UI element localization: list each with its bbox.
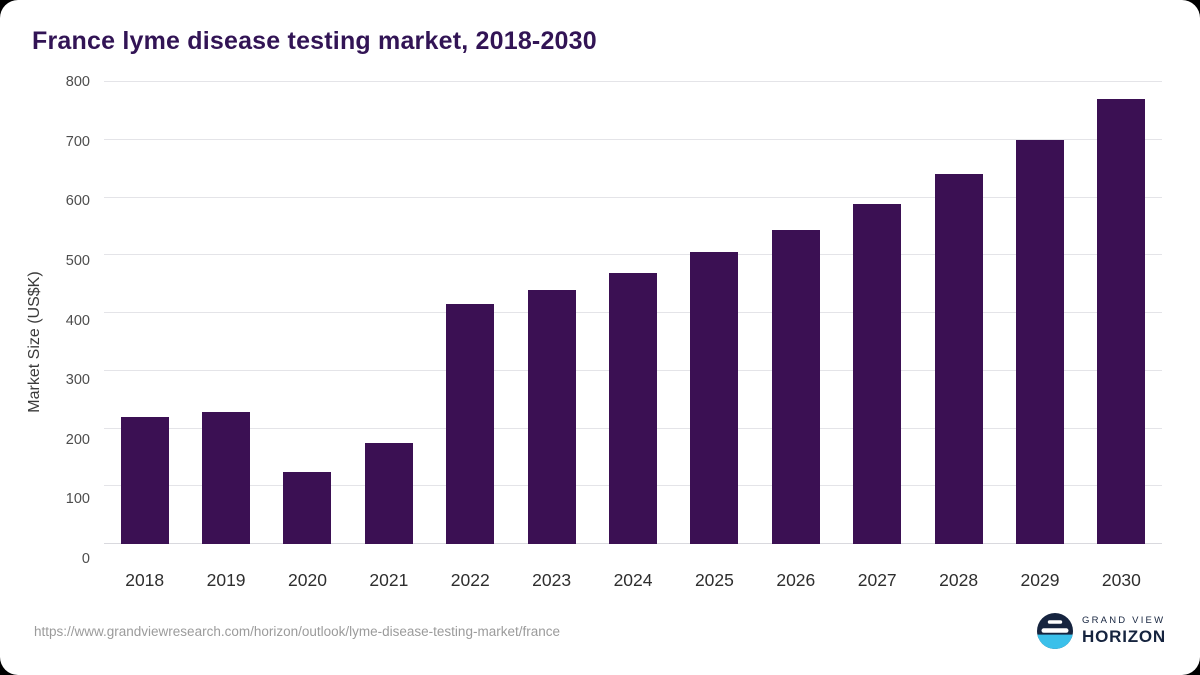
x-tick-label: 2030 bbox=[1101, 569, 1141, 590]
y-tick-label: 700 bbox=[65, 133, 90, 150]
bar-2029 bbox=[1015, 139, 1064, 544]
brand-logo: GRAND VIEW HORIZON bbox=[1037, 613, 1166, 649]
y-tick-label: 0 bbox=[81, 551, 90, 567]
horizon-logo-icon bbox=[1037, 613, 1074, 649]
bar-column bbox=[267, 82, 348, 544]
bar-2021 bbox=[364, 442, 413, 544]
bar-column bbox=[918, 82, 999, 544]
bar-2023 bbox=[527, 289, 576, 544]
bar-column bbox=[674, 82, 755, 544]
bar-2030 bbox=[1097, 99, 1146, 544]
bar-2024 bbox=[609, 272, 658, 544]
y-tick-label: 400 bbox=[65, 312, 90, 329]
brand-name-bottom: HORIZON bbox=[1082, 626, 1166, 646]
bar-2018 bbox=[120, 416, 169, 544]
y-axis-ticks: 0 100 200 300 400 500 600 700 800 bbox=[52, 74, 104, 567]
gridline bbox=[104, 254, 1162, 256]
brand-name-top: GRAND VIEW bbox=[1082, 614, 1166, 626]
bar-2022 bbox=[446, 304, 495, 544]
y-axis-label: Market Size (US$K) bbox=[26, 270, 43, 413]
footer: https://www.grandviewresearch.com/horizo… bbox=[0, 601, 1200, 675]
bar-chart: Market Size (US$K) 0 100 200 300 400 500 600 70… bbox=[18, 74, 1162, 601]
y-tick-label: 300 bbox=[65, 372, 90, 389]
plot-area bbox=[104, 81, 1162, 544]
bar-column bbox=[511, 82, 592, 544]
x-tick-label: 2019 bbox=[206, 569, 246, 590]
bar-column bbox=[999, 82, 1080, 544]
x-tick-label: 2027 bbox=[857, 569, 897, 590]
x-tick-label: 2029 bbox=[1020, 569, 1060, 590]
bar-2028 bbox=[934, 174, 983, 544]
x-tick-label: 2024 bbox=[613, 569, 653, 590]
gridline bbox=[104, 81, 1162, 82]
bar-column bbox=[592, 82, 673, 544]
bar-column bbox=[430, 82, 511, 544]
y-tick-label: 600 bbox=[65, 193, 90, 210]
bar-2026 bbox=[771, 230, 820, 544]
x-tick-label: 2028 bbox=[939, 569, 979, 590]
bar-2019 bbox=[202, 412, 251, 544]
bar-column bbox=[348, 82, 429, 544]
y-tick-label: 100 bbox=[65, 491, 90, 508]
bar-2020 bbox=[283, 471, 332, 544]
y-tick-label: 500 bbox=[65, 252, 90, 269]
bar-column bbox=[837, 82, 918, 544]
y-tick-label: 200 bbox=[65, 431, 90, 448]
bar-column bbox=[755, 82, 836, 544]
bars-container bbox=[104, 82, 1162, 544]
brand-text: GRAND VIEW HORIZON bbox=[1082, 614, 1166, 646]
gridline bbox=[104, 196, 1162, 198]
chart-title: France lyme disease testing market, 2018… bbox=[32, 27, 597, 55]
x-tick-label: 2025 bbox=[694, 569, 734, 590]
bar-column bbox=[1081, 82, 1162, 544]
x-tick-label: 2018 bbox=[125, 569, 165, 590]
x-tick-label: 2022 bbox=[450, 569, 490, 590]
x-tick-label: 2020 bbox=[288, 569, 327, 590]
source-url: https://www.grandviewresearch.com/horizo… bbox=[34, 623, 560, 639]
y-tick-label: 800 bbox=[65, 74, 90, 90]
bar-column bbox=[104, 82, 185, 544]
bar-column bbox=[185, 82, 266, 544]
x-tick-label: 2021 bbox=[369, 569, 409, 590]
gridline bbox=[104, 138, 1162, 140]
bar-2025 bbox=[690, 252, 739, 544]
x-axis-ticks: 2018 2019 2020 2021 2022 2023 2024 2025 2026 2027… bbox=[104, 559, 1162, 601]
y-axis: Market Size (US$K) bbox=[18, 82, 52, 601]
x-tick-label: 2026 bbox=[776, 569, 816, 590]
bar-2027 bbox=[853, 204, 902, 544]
x-tick-label: 2023 bbox=[532, 569, 572, 590]
